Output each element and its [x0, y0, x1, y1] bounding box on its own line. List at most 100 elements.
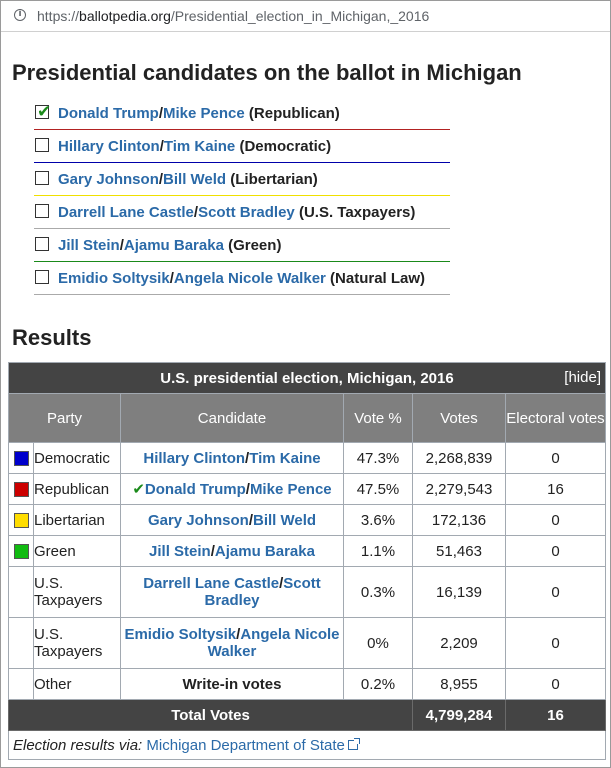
party-swatch-cell	[8, 668, 34, 700]
vote-count: 2,268,839	[412, 442, 506, 474]
electoral-votes: 0	[505, 566, 606, 618]
vote-count: 172,136	[412, 504, 506, 536]
party-swatch-cell	[8, 566, 34, 618]
president-link[interactable]: Donald Trump	[144, 481, 246, 498]
party-color-line	[34, 294, 450, 295]
source-link[interactable]: Michigan Department of State	[146, 737, 360, 754]
vice-president-link[interactable]: Bill Weld	[252, 511, 317, 529]
vice-president-link[interactable]: Scott Bradley	[204, 575, 321, 609]
separator: /	[279, 575, 284, 592]
party-color-line	[34, 162, 450, 163]
url-scheme: https://	[37, 8, 80, 24]
candidate-list: ✔ Donald Trump/Mike Pence (Republican) Hil…	[34, 97, 450, 295]
president-link[interactable]: Donald Trump	[58, 105, 159, 122]
party-color-swatch	[13, 544, 29, 560]
electoral-votes: 16	[505, 473, 606, 505]
party-name: Libertarian	[33, 504, 121, 536]
separator: /	[119, 237, 124, 254]
president-link[interactable]: Jill Stein	[149, 542, 211, 560]
source-row: Election results via: Michigan Departmen…	[8, 730, 606, 760]
president-link[interactable]: Emidio Soltysik	[124, 626, 237, 643]
candidate-checkbox[interactable]	[35, 138, 49, 152]
col-vote-pct: Vote %	[343, 393, 413, 443]
party-label: (Democratic)	[239, 138, 332, 155]
table-row: U.S. Taxpayers Emidio Soltysik/Angela Nic…	[8, 617, 606, 669]
candidate-text: Donald Trump/Mike Pence (Republican)	[58, 105, 340, 122]
candidate-cell: Write-in votes	[120, 668, 344, 700]
candidate-item: ✔ Donald Trump/Mike Pence (Republican)	[34, 97, 450, 130]
vice-president-link[interactable]: Scott Bradley	[198, 204, 295, 221]
table-row: Democratic Hillary Clinton/Tim Kaine 47.3%…	[8, 442, 606, 474]
party-color-swatch	[13, 482, 29, 498]
party-name: Other	[33, 668, 121, 700]
vice-president-link[interactable]: Tim Kaine	[163, 138, 236, 155]
party-swatch-cell	[8, 442, 34, 474]
table-header-row: Party Candidate Vote % Votes Electoral v…	[8, 393, 606, 443]
total-electoral-votes: 16	[505, 699, 606, 731]
vote-percent: 47.3%	[343, 442, 413, 474]
party-swatch-cell	[8, 535, 34, 567]
candidate-checkbox[interactable]: ✔	[35, 102, 52, 121]
external-link-icon	[347, 737, 360, 750]
url-text[interactable]: https://ballotpedia.org/Presidential_ele…	[37, 8, 429, 24]
party-label: (Natural Law)	[330, 270, 426, 287]
president-link[interactable]: Emidio Soltysik	[58, 270, 170, 287]
candidate-text: Emidio Soltysik/Angela Nicole Walker (Na…	[58, 270, 425, 287]
president-link[interactable]: Hillary Clinton	[58, 138, 160, 155]
president-link[interactable]: Gary Johnson	[58, 171, 159, 188]
vice-president-link[interactable]: Angela Nicole Walker	[173, 270, 326, 287]
vote-percent: 1.1%	[343, 535, 413, 567]
info-icon[interactable]: i	[14, 9, 26, 21]
source-cell: Election results via: Michigan Departmen…	[8, 730, 606, 760]
check-icon: ✔	[37, 102, 52, 121]
separator: /	[210, 542, 215, 560]
vote-percent: 0%	[343, 617, 413, 669]
president-link[interactable]: Gary Johnson	[147, 511, 249, 529]
candidate-text: Gary Johnson/Bill Weld (Libertarian)	[58, 171, 318, 188]
table-row: U.S. Taxpayers Darrell Lane Castle/Scott …	[8, 566, 606, 618]
vice-president-link[interactable]: Tim Kaine	[249, 449, 321, 467]
party-color-line	[34, 195, 450, 196]
separator: /	[245, 449, 250, 467]
vice-president-link[interactable]: Mike Pence	[163, 105, 245, 122]
vice-president-link[interactable]: Bill Weld	[163, 171, 227, 188]
vice-president-link[interactable]: Ajamu Baraka	[214, 542, 315, 560]
candidate-cell: Emidio Soltysik/Angela Nicole Walker	[120, 617, 344, 669]
vice-president-link[interactable]: Ajamu Baraka	[123, 237, 224, 254]
electoral-votes: 0	[505, 504, 606, 536]
president-link[interactable]: Jill Stein	[58, 237, 120, 254]
separator: /	[193, 204, 199, 221]
url-path: /Presidential_election_in_Michigan,_2016	[170, 8, 430, 24]
address-bar[interactable]: i https://ballotpedia.org/Presidential_e…	[1, 1, 610, 32]
total-label: Total Votes	[8, 699, 413, 731]
candidate-checkbox[interactable]	[35, 237, 49, 251]
col-party: Party	[8, 393, 121, 443]
candidate-text: Darrell Lane Castle/Scott Bradley (U.S. …	[58, 204, 415, 221]
party-name: Democratic	[33, 442, 121, 474]
candidate-cell: Gary Johnson/Bill Weld	[120, 504, 344, 536]
candidate-text: Hillary Clinton/Tim Kaine (Democratic)	[58, 138, 331, 155]
candidate-checkbox[interactable]	[35, 270, 49, 284]
party-name: Republican	[33, 473, 121, 505]
party-label: (Republican)	[248, 105, 340, 122]
hide-toggle[interactable]: [hide]	[564, 369, 601, 386]
results-heading: Results	[12, 325, 92, 350]
table-caption: U.S. presidential election, Michigan, 20…	[8, 362, 606, 394]
president-link[interactable]: Hillary Clinton	[143, 449, 246, 467]
vice-president-link[interactable]: Mike Pence	[249, 481, 332, 498]
party-label: (Green)	[228, 237, 282, 254]
candidate-cell: Hillary Clinton/Tim Kaine	[120, 442, 344, 474]
candidate-item: Gary Johnson/Bill Weld (Libertarian)	[34, 163, 450, 196]
separator: /	[236, 626, 241, 643]
vice-president-link[interactable]: Angela Nicole Walker	[207, 626, 340, 660]
vote-count: 16,139	[412, 566, 506, 618]
president-link[interactable]: Darrell Lane Castle	[58, 204, 194, 221]
party-label: (U.S. Taxpayers)	[298, 204, 416, 221]
candidate-text: Jill Stein/Ajamu Baraka (Green)	[58, 237, 281, 254]
candidate-checkbox[interactable]	[35, 171, 49, 185]
candidate-cell: ✔Donald Trump/Mike Pence	[120, 473, 344, 505]
party-label: (Libertarian)	[230, 171, 318, 188]
candidate-checkbox[interactable]	[35, 204, 49, 218]
president-link[interactable]: Darrell Lane Castle	[143, 575, 280, 592]
candidate-item: Hillary Clinton/Tim Kaine (Democratic)	[34, 130, 450, 163]
